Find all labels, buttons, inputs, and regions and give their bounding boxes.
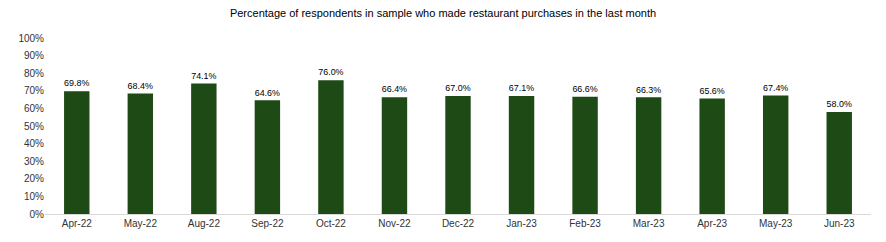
svg-text:76.0%: 76.0% (318, 67, 343, 77)
svg-text:Jan-23: Jan-23 (506, 218, 537, 229)
svg-text:Oct-22: Oct-22 (316, 218, 346, 229)
svg-text:66.4%: 66.4% (382, 84, 407, 94)
svg-text:Apr-23: Apr-23 (697, 218, 727, 229)
svg-text:Percentage of respondents in s: Percentage of respondents in sample who … (230, 7, 656, 19)
svg-text:90%: 90% (24, 50, 44, 61)
svg-text:67.1%: 67.1% (509, 83, 534, 93)
svg-text:67.4%: 67.4% (763, 83, 788, 93)
svg-text:40%: 40% (24, 138, 44, 149)
svg-text:100%: 100% (18, 33, 44, 44)
svg-text:74.1%: 74.1% (191, 71, 216, 81)
svg-text:May-22: May-22 (124, 218, 158, 229)
svg-text:Sep-22: Sep-22 (251, 218, 284, 229)
svg-text:Apr-22: Apr-22 (62, 218, 92, 229)
svg-text:Aug-22: Aug-22 (188, 218, 221, 229)
svg-text:66.6%: 66.6% (572, 84, 597, 94)
svg-text:68.4%: 68.4% (128, 81, 153, 91)
svg-text:60%: 60% (24, 103, 44, 114)
svg-text:69.8%: 69.8% (64, 78, 89, 88)
svg-text:66.3%: 66.3% (636, 85, 661, 95)
svg-text:0%: 0% (30, 209, 45, 220)
svg-text:80%: 80% (24, 68, 44, 79)
svg-text:Feb-23: Feb-23 (569, 218, 601, 229)
svg-text:Nov-22: Nov-22 (378, 218, 411, 229)
svg-text:Mar-23: Mar-23 (633, 218, 665, 229)
svg-text:50%: 50% (24, 121, 44, 132)
svg-text:Dec-22: Dec-22 (442, 218, 475, 229)
svg-text:70%: 70% (24, 85, 44, 96)
svg-text:10%: 10% (24, 191, 44, 202)
svg-text:65.6%: 65.6% (699, 86, 724, 96)
svg-text:20%: 20% (24, 173, 44, 184)
svg-text:67.0%: 67.0% (445, 83, 470, 93)
svg-text:30%: 30% (24, 156, 44, 167)
svg-text:58.0%: 58.0% (827, 99, 852, 109)
svg-text:Jun-23: Jun-23 (824, 218, 855, 229)
svg-text:May-23: May-23 (759, 218, 793, 229)
svg-text:64.6%: 64.6% (255, 88, 280, 98)
